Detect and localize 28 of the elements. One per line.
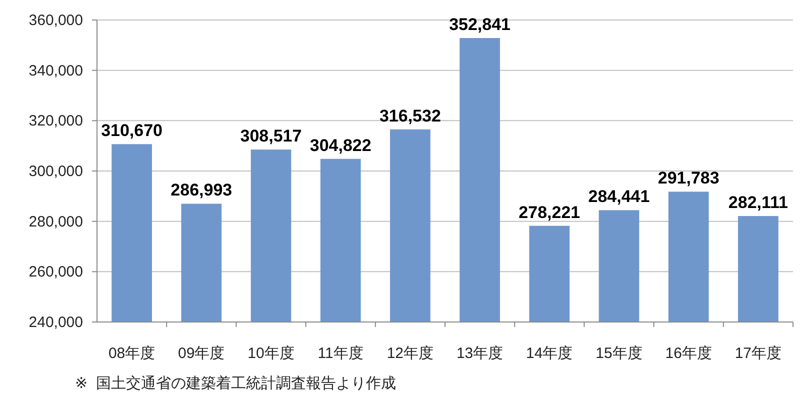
x-tick-label: 17年度: [734, 345, 782, 362]
x-tick-label: 12年度: [386, 345, 434, 362]
data-label: 308,517: [240, 126, 302, 146]
data-label: 284,441: [588, 187, 650, 206]
data-label: 316,532: [379, 106, 441, 126]
data-label: 310,670: [101, 121, 163, 140]
x-tick-label: 16年度: [665, 345, 712, 362]
x-tick-label: 08年度: [108, 345, 156, 362]
y-tick-label: 340,000: [28, 62, 83, 80]
data-label: 286,993: [170, 180, 232, 200]
x-tick-label: 11年度: [318, 345, 364, 362]
x-tick-label: 10年度: [248, 345, 294, 362]
data-label: 278,221: [518, 202, 580, 222]
x-tick-label: 14年度: [526, 345, 573, 362]
y-tick-label: 320,000: [28, 112, 83, 130]
y-tick-label: 260,000: [28, 264, 83, 281]
y-tick-label: 280,000: [28, 213, 83, 230]
x-tick-label: 13年度: [456, 345, 504, 362]
data-label: 282,111: [728, 193, 788, 212]
y-tick-label: 360,000: [28, 12, 83, 29]
y-tick-label: 300,000: [28, 163, 83, 180]
x-tick-label: 15年度: [596, 345, 642, 362]
data-label: 304,822: [310, 136, 372, 155]
text: ※ 国土交通省の建築着工統計調査報告より作成: [75, 375, 396, 392]
x-tick-label: 09年度: [178, 345, 225, 362]
data-label: 291,783: [658, 168, 720, 188]
data-label: 352,841: [449, 15, 511, 34]
y-tick-label: 240,000: [28, 314, 83, 331]
